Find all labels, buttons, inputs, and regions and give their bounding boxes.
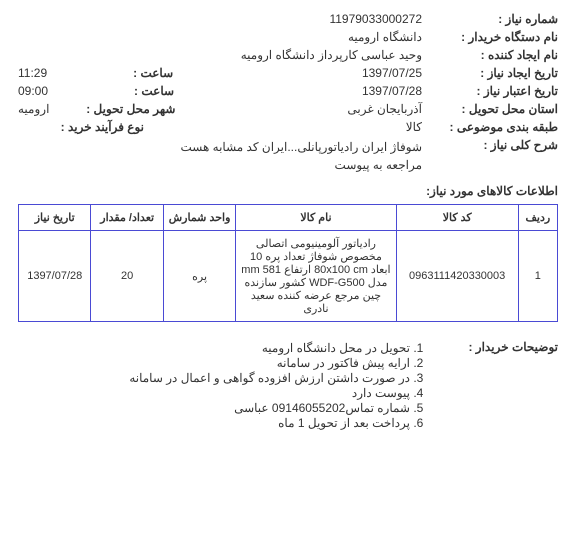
province: آذربایجان غربی: [347, 102, 428, 116]
process: [18, 120, 24, 134]
creator-label: نام ایجاد کننده :: [428, 48, 558, 62]
process-label: نوع فرآیند خرید :: [24, 120, 144, 134]
class-label: طبقه بندی موضوعی :: [428, 120, 558, 134]
summary-value: شوفاژ ایران رادیاتورپانلی...ایران کد مشا…: [181, 138, 429, 174]
list-item: تحویل در محل دانشگاه ارومیه: [129, 341, 410, 355]
valid-date: 1397/07/28: [362, 84, 428, 98]
cell-date: 1397/07/28: [19, 231, 91, 322]
niaz-no: 11979033000272: [329, 12, 428, 26]
th-date: تاریخ نیاز: [19, 205, 91, 231]
cell-name: رادیاتور آلومینیومی اتصالی مخصوص شوفاژ ت…: [236, 231, 396, 322]
valid-time-label: ساعت :: [54, 84, 174, 98]
th-unit: واحد شمارش: [163, 205, 235, 231]
th-code: کد کالا: [396, 205, 518, 231]
summary-line2: مراجعه به پیوست: [181, 156, 423, 174]
list-item: ارایه پیش فاکتور در سامانه: [129, 356, 410, 370]
create-date: 1397/07/25: [362, 66, 428, 80]
list-item: پیوست دارد: [129, 386, 410, 400]
city-label: شهر محل تحویل :: [55, 102, 175, 116]
cell-unit: پره: [163, 231, 235, 322]
valid-time: 09:00: [18, 84, 54, 98]
list-item: شماره تماس09146055202 عباسی: [129, 401, 410, 415]
create-time-label: ساعت :: [53, 66, 173, 80]
th-radif: ردیف: [518, 205, 557, 231]
creator-value: وحید عباسی کارپرداز دانشگاه ارومیه: [241, 48, 428, 62]
th-qty: تعداد/ مقدار: [91, 205, 163, 231]
summary-line1: شوفاژ ایران رادیاتورپانلی...ایران کد مشا…: [181, 138, 423, 156]
items-table: ردیف کد کالا نام کالا واحد شمارش تعداد/ …: [18, 204, 558, 322]
table-row: 1 0963111420330003 رادیاتور آلومینیومی ا…: [19, 231, 558, 322]
cell-radif: 1: [518, 231, 557, 322]
create-time: 11:29: [18, 66, 53, 80]
class: کالا: [406, 120, 428, 134]
th-name: نام کالا: [236, 205, 396, 231]
buyer-notes-label: توضیحات خریدار :: [428, 340, 558, 431]
items-section-title: اطلاعات کالاهای مورد نیاز:: [18, 184, 558, 198]
table-header-row: ردیف کد کالا نام کالا واحد شمارش تعداد/ …: [19, 205, 558, 231]
buyer-label: نام دستگاه خریدار :: [428, 30, 558, 44]
summary-label: شرح کلی نیاز :: [428, 138, 558, 152]
niaz-no-label: شماره نیاز :: [428, 12, 558, 26]
list-item: پرداخت بعد از تحویل 1 ماه: [129, 416, 410, 430]
valid-date-label: تاریخ اعتبار نیاز :: [428, 84, 558, 98]
province-label: استان محل تحویل :: [428, 102, 558, 116]
city: ارومیه: [18, 102, 55, 116]
cell-code: 0963111420330003: [396, 231, 518, 322]
buyer-value: دانشگاه ارومیه: [348, 30, 428, 44]
cell-qty: 20: [91, 231, 163, 322]
list-item: در صورت داشتن ارزش افزوده گواهی و اعمال …: [129, 371, 410, 385]
buyer-notes-list: تحویل در محل دانشگاه ارومیه ارایه پیش فا…: [129, 340, 428, 431]
create-date-label: تاریخ ایجاد نیاز :: [428, 66, 558, 80]
